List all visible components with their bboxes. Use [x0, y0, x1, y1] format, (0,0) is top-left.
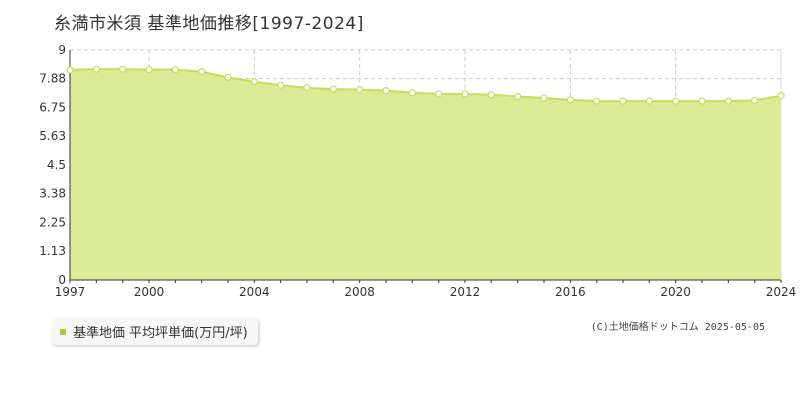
data-point	[435, 90, 443, 98]
data-point	[171, 66, 179, 74]
y-tick-label: 3.38	[39, 187, 66, 201]
data-point	[487, 91, 495, 99]
data-point	[329, 85, 337, 93]
x-tick-label: 2000	[134, 285, 165, 299]
y-tick-label: 2.25	[39, 216, 66, 230]
x-tick-label: 2024	[766, 285, 797, 299]
data-point	[514, 92, 522, 101]
y-tick-label: 6.75	[39, 101, 66, 115]
y-tick-label: 9	[58, 43, 66, 57]
y-tick-label: 5.63	[39, 129, 66, 143]
data-point	[277, 81, 285, 89]
data-point	[672, 97, 680, 105]
series-line	[69, 68, 782, 103]
data-point	[566, 96, 574, 104]
x-tick-labels: 1997 2000 2004 2008 2012 2016 2020 2024	[55, 285, 797, 299]
x-tick-label: 1997	[55, 285, 86, 299]
copyright-text: (C)土地価格ドットコム 2025-05-05	[590, 322, 765, 333]
data-point	[698, 97, 706, 105]
data-point	[540, 94, 548, 102]
data-point	[408, 89, 416, 97]
data-point	[593, 97, 601, 105]
data-point	[356, 86, 364, 94]
data-point	[145, 66, 153, 74]
data-point	[645, 97, 653, 105]
data-point	[303, 84, 311, 92]
data-point	[724, 97, 732, 105]
x-tick-label: 2008	[344, 285, 375, 299]
x-tick-label: 2016	[555, 285, 586, 299]
y-tick-labels: 0 1.13 2.25 3.38 4.5 5.63 6.75 7.88 9	[39, 43, 66, 287]
data-point	[777, 92, 785, 100]
data-point	[224, 73, 232, 81]
area-fill	[70, 69, 781, 280]
data-point	[92, 65, 100, 73]
legend: 基準地価 平均坪単価(万円/坪)	[52, 319, 258, 345]
y-tick-label: 0	[58, 273, 66, 287]
legend-label: 基準地価 平均坪単価(万円/坪)	[73, 326, 248, 341]
data-markers	[66, 65, 785, 105]
data-point	[250, 78, 258, 86]
y-tick-label: 4.5	[47, 158, 66, 172]
data-point	[382, 87, 390, 95]
data-point	[66, 66, 74, 74]
data-point	[119, 65, 127, 73]
data-point	[198, 68, 206, 76]
x-tick-label: 2004	[239, 285, 270, 299]
data-point	[619, 97, 627, 105]
data-point	[461, 90, 469, 98]
chart-title: 糸満市米須 基準地価推移[1997-2024]	[54, 14, 364, 34]
axes	[69, 50, 782, 283]
data-point	[751, 96, 759, 104]
x-tick-label: 2012	[450, 285, 481, 299]
legend-swatch	[60, 328, 66, 335]
y-tick-label: 1.13	[39, 244, 66, 258]
x-tick-label: 2020	[660, 285, 691, 299]
y-tick-label: 7.88	[39, 72, 66, 86]
